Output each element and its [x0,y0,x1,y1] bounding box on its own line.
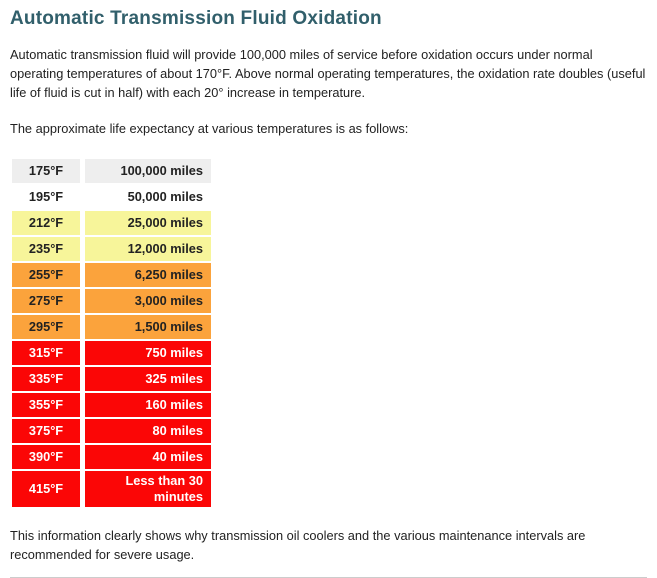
page-title: Automatic Transmission Fluid Oxidation [10,8,382,29]
table-row: 235°F 12,000 miles [12,236,647,261]
life-expectancy-cell: 80 miles [85,418,211,443]
temperature-cell: 275°F [12,288,80,313]
table-row: 355°F 160 miles [12,392,647,417]
life-expectancy-cell: Less than 30 minutes [85,470,211,507]
table-row: 335°F 325 miles [12,366,647,391]
temperature-cell: 355°F [12,392,80,417]
life-expectancy-cell: 3,000 miles [85,288,211,313]
intro-paragraph: Automatic transmission fluid will provid… [10,47,646,100]
oxidation-table: 175°F 100,000 miles 195°F 50,000 miles 212°F… [12,158,647,507]
table-row: 275°F 3,000 miles [12,288,647,313]
temperature-cell: 390°F [12,444,80,469]
table-row: 415°F Less than 30 minutes [12,470,647,507]
footer-paragraph: This information clearly shows why trans… [10,527,586,562]
life-expectancy-cell: 1,500 miles [85,314,211,339]
temperature-cell: 235°F [12,236,80,261]
table-row: 390°F 40 miles [12,444,647,469]
table-lead-paragraph: The approximate life expectancy at vario… [10,120,409,136]
temperature-cell: 175°F [12,158,80,183]
life-expectancy-cell: 25,000 miles [85,210,211,235]
life-expectancy-cell: 325 miles [85,366,211,391]
life-expectancy-cell: 100,000 miles [85,158,211,183]
temperature-cell: 315°F [12,340,80,365]
temperature-cell: 335°F [12,366,80,391]
temperature-cell: 255°F [12,262,80,287]
table-row: 295°F 1,500 miles [12,314,647,339]
temperature-cell: 212°F [12,210,80,235]
life-expectancy-cell: 12,000 miles [85,236,211,261]
table-row: 255°F 6,250 miles [12,262,647,287]
temperature-cell: 295°F [12,314,80,339]
table-row: 315°F 750 miles [12,340,647,365]
table-row: 375°F 80 miles [12,418,647,443]
table-row: 175°F 100,000 miles [12,158,647,183]
temperature-cell: 415°F [12,470,80,507]
temperature-cell: 195°F [12,184,80,209]
life-expectancy-cell: 160 miles [85,392,211,417]
life-expectancy-cell: 50,000 miles [85,184,211,209]
life-expectancy-cell: 750 miles [85,340,211,365]
life-expectancy-cell: 6,250 miles [85,262,211,287]
table-row: 195°F 50,000 miles [12,184,647,209]
temperature-cell: 375°F [12,418,80,443]
bottom-divider [10,576,647,578]
table-row: 212°F 25,000 miles [12,210,647,235]
life-expectancy-cell: 40 miles [85,444,211,469]
